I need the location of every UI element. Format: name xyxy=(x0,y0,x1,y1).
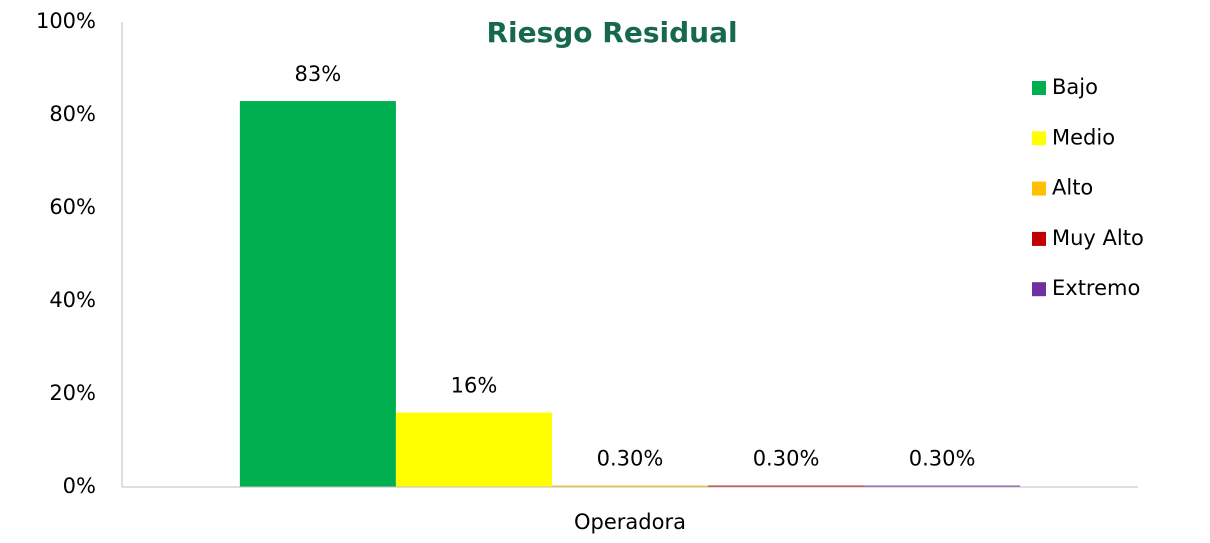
legend-label: Extremo xyxy=(1052,276,1140,300)
bar xyxy=(395,412,552,487)
legend-swatch xyxy=(1032,282,1046,297)
data-label: 83% xyxy=(295,62,342,86)
bar xyxy=(864,485,1021,487)
x-tick-label: Operadora xyxy=(574,510,686,534)
bar xyxy=(239,101,396,488)
bar xyxy=(551,485,709,487)
legend-swatch xyxy=(1032,181,1046,196)
y-tick-label: 80% xyxy=(49,102,96,126)
legend-swatch xyxy=(1032,131,1046,146)
legend-swatch xyxy=(1032,231,1046,246)
chart-title: Riesgo Residual xyxy=(486,16,737,49)
legend-swatch xyxy=(1032,81,1046,95)
y-tick-label: 40% xyxy=(49,288,96,312)
legend-label: Bajo xyxy=(1052,75,1098,99)
legend-label: Muy Alto xyxy=(1052,226,1144,250)
y-tick-label: 20% xyxy=(49,381,96,405)
y-tick-label: 0% xyxy=(63,474,96,498)
legend-label: Medio xyxy=(1052,125,1115,149)
data-label: 0.30% xyxy=(597,447,664,471)
y-tick-label: 100% xyxy=(36,9,96,33)
data-label: 0.30% xyxy=(909,447,976,471)
legend-label: Alto xyxy=(1052,176,1093,200)
y-tick-label: 60% xyxy=(49,195,96,219)
bar xyxy=(708,485,865,487)
data-label: 16% xyxy=(451,374,498,398)
data-label: 0.30% xyxy=(753,447,820,471)
